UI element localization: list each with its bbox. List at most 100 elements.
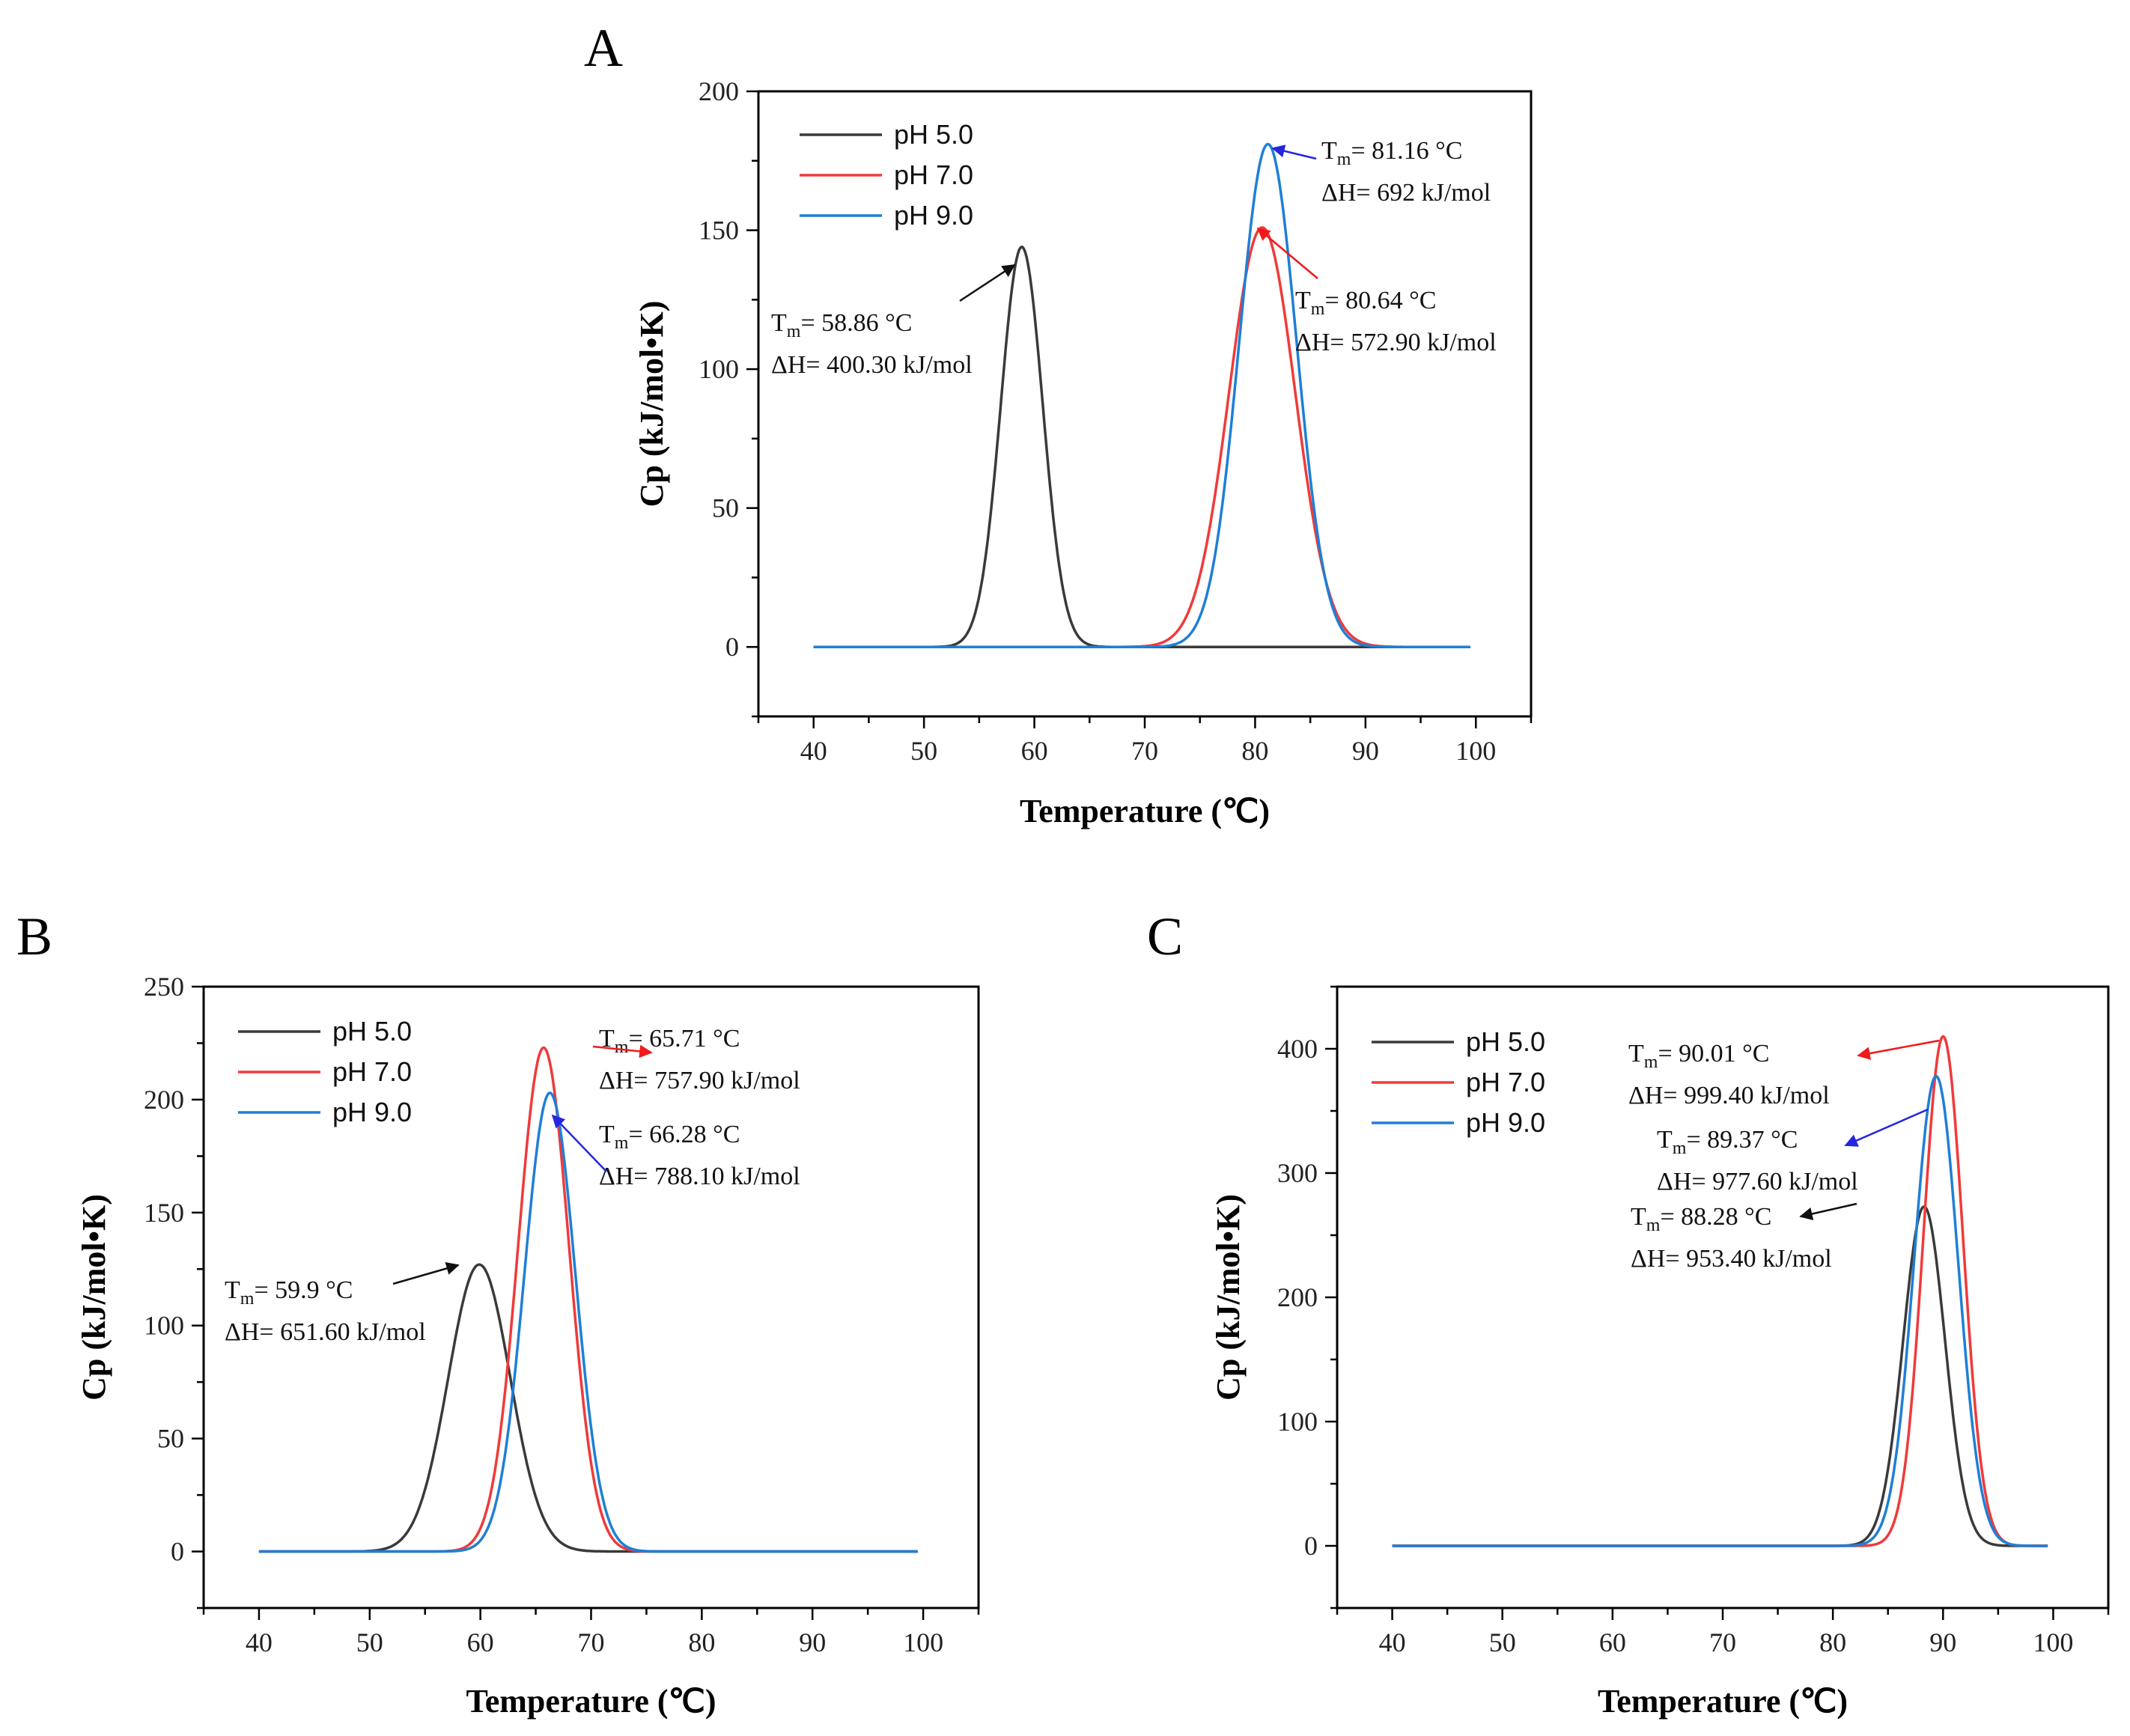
y-tick-label: 200 xyxy=(144,1085,184,1115)
legend-label: pH 5.0 xyxy=(332,1016,412,1047)
x-tick-label: 100 xyxy=(2033,1627,2073,1657)
tm-subscript: m xyxy=(1646,1216,1661,1235)
tm-value: = 90.01 °C xyxy=(1658,1040,1769,1068)
legend-label: pH 7.0 xyxy=(894,159,973,190)
x-tick-label: 80 xyxy=(688,1627,715,1657)
annotation-dh: ΔH= 788.10 kJ/mol xyxy=(599,1163,800,1190)
x-tick-label: 100 xyxy=(1455,736,1496,766)
annotation-tm: Tm= 66.28 °C xyxy=(599,1121,740,1153)
annotation-tm: Tm= 81.16 °C xyxy=(1321,137,1462,169)
y-tick-label: 200 xyxy=(1277,1282,1318,1312)
series-line-pH90 xyxy=(813,142,1470,648)
x-tick-label: 80 xyxy=(1819,1627,1846,1657)
annotation-arrow xyxy=(551,1114,607,1172)
annotation-arrow xyxy=(959,264,1016,302)
annotation-dh: ΔH= 999.40 kJ/mol xyxy=(1628,1082,1830,1109)
y-tick-label: 0 xyxy=(725,632,739,662)
x-axis-title: Temperature (℃) xyxy=(466,1683,716,1720)
tm-subscript: m xyxy=(1337,150,1351,169)
annotation-arrow xyxy=(1844,1108,1929,1147)
x-tick-label: 90 xyxy=(799,1627,826,1657)
series-line-pH90 xyxy=(1392,1074,2048,1547)
legend-label: pH 7.0 xyxy=(332,1056,412,1087)
panel-A: A 40 50 60 70 80 90 100 0 50 100 150 200 Temperature … xyxy=(584,18,1533,829)
y-tick-label: 100 xyxy=(1277,1407,1318,1437)
tm-value: = 88.28 °C xyxy=(1660,1203,1771,1231)
y-tick-label: 150 xyxy=(699,216,739,246)
y-tick-label: 150 xyxy=(144,1198,184,1228)
x-tick-label: 70 xyxy=(1131,736,1158,766)
annotation-tm: Tm= 58.86 °C xyxy=(771,309,912,341)
annotation-arrow xyxy=(1271,144,1317,160)
tm-symbol: T xyxy=(1295,287,1311,314)
x-tick-label: 70 xyxy=(578,1627,605,1657)
y-tick-label: 200 xyxy=(699,76,739,106)
tm-symbol: T xyxy=(771,309,787,337)
x-tick-label: 40 xyxy=(246,1627,273,1657)
x-tick-label: 40 xyxy=(800,736,827,766)
tm-value: = 65.71 °C xyxy=(628,1025,740,1053)
x-tick-label: 80 xyxy=(1241,736,1268,766)
annotation-dh: ΔH= 692 kJ/mol xyxy=(1321,179,1491,207)
y-tick-label: 50 xyxy=(712,493,739,523)
tm-subscript: m xyxy=(1311,299,1325,319)
y-axis-title: Cp (kJ/mol•K) xyxy=(633,301,670,508)
y-axis-title: Cp (kJ/mol•K) xyxy=(76,1194,112,1401)
x-tick-label: 50 xyxy=(356,1627,383,1657)
tm-subscript: m xyxy=(240,1289,255,1309)
annotation-dh: ΔH= 757.90 kJ/mol xyxy=(599,1067,800,1094)
y-tick-label: 300 xyxy=(1277,1158,1318,1188)
x-tick-label: 60 xyxy=(1021,736,1048,766)
tm-value: = 80.64 °C xyxy=(1324,287,1436,314)
annotation-arrow xyxy=(1799,1202,1857,1221)
annotation-dh: ΔH= 953.40 kJ/mol xyxy=(1631,1245,1832,1273)
tm-symbol: T xyxy=(599,1025,615,1053)
tm-subscript: m xyxy=(615,1038,629,1057)
annotation-arrow xyxy=(1256,227,1318,279)
tm-subscript: m xyxy=(787,322,801,341)
x-tick-label: 100 xyxy=(903,1627,943,1657)
tm-symbol: T xyxy=(1321,137,1337,165)
tm-symbol: T xyxy=(599,1121,615,1148)
annotation-arrow xyxy=(392,1261,460,1285)
annotation-arrow xyxy=(592,1044,653,1059)
plot-frame xyxy=(1336,985,2110,1609)
tm-symbol: T xyxy=(1657,1126,1673,1154)
legend-label: pH 5.0 xyxy=(1466,1026,1545,1057)
annotation-arrow xyxy=(1857,1039,1940,1060)
x-tick-label: 90 xyxy=(1929,1627,1956,1657)
series-line-pH90 xyxy=(258,1091,918,1553)
annotation-tm: Tm= 88.28 °C xyxy=(1631,1203,1771,1235)
x-tick-label: 60 xyxy=(1599,1627,1626,1657)
x-tick-label: 60 xyxy=(467,1627,494,1657)
annotation-tm: Tm= 80.64 °C xyxy=(1295,287,1436,319)
tm-value: = 81.16 °C xyxy=(1351,137,1462,165)
y-tick-label: 100 xyxy=(699,354,739,384)
legend-label: pH 7.0 xyxy=(1466,1067,1545,1097)
y-tick-label: 100 xyxy=(144,1311,184,1341)
annotation-dh: ΔH= 400.30 kJ/mol xyxy=(771,351,973,379)
x-tick-label: 50 xyxy=(910,736,937,766)
tm-value: = 89.37 °C xyxy=(1686,1126,1798,1154)
panel-letter: A xyxy=(584,18,623,78)
tm-subscript: m xyxy=(615,1133,629,1153)
annotation-tm: Tm= 59.9 °C xyxy=(225,1276,353,1309)
y-tick-label: 250 xyxy=(144,972,184,1002)
tm-value: = 59.9 °C xyxy=(254,1276,353,1304)
panel-letter: C xyxy=(1147,907,1183,966)
panel-B: B 40 50 60 70 80 90 100 0 50 100 150 200 250 Temperatu… xyxy=(16,907,980,1720)
annotation-tm: Tm= 89.37 °C xyxy=(1657,1126,1798,1158)
x-axis-title: Temperature (℃) xyxy=(1020,793,1270,829)
y-tick-label: 400 xyxy=(1277,1034,1318,1064)
annotation-dh: ΔH= 572.90 kJ/mol xyxy=(1295,329,1497,356)
x-tick-label: 40 xyxy=(1379,1627,1406,1657)
y-axis-title: Cp (kJ/mol•K) xyxy=(1210,1194,1247,1401)
legend-label: pH 5.0 xyxy=(894,119,973,150)
legend-label: pH 9.0 xyxy=(1466,1107,1545,1138)
x-tick-label: 50 xyxy=(1489,1627,1516,1657)
x-tick-label: 90 xyxy=(1352,736,1379,766)
panel-letter: B xyxy=(16,907,52,966)
tm-symbol: T xyxy=(1631,1203,1646,1231)
annotation-dh: ΔH= 651.60 kJ/mol xyxy=(225,1318,426,1346)
